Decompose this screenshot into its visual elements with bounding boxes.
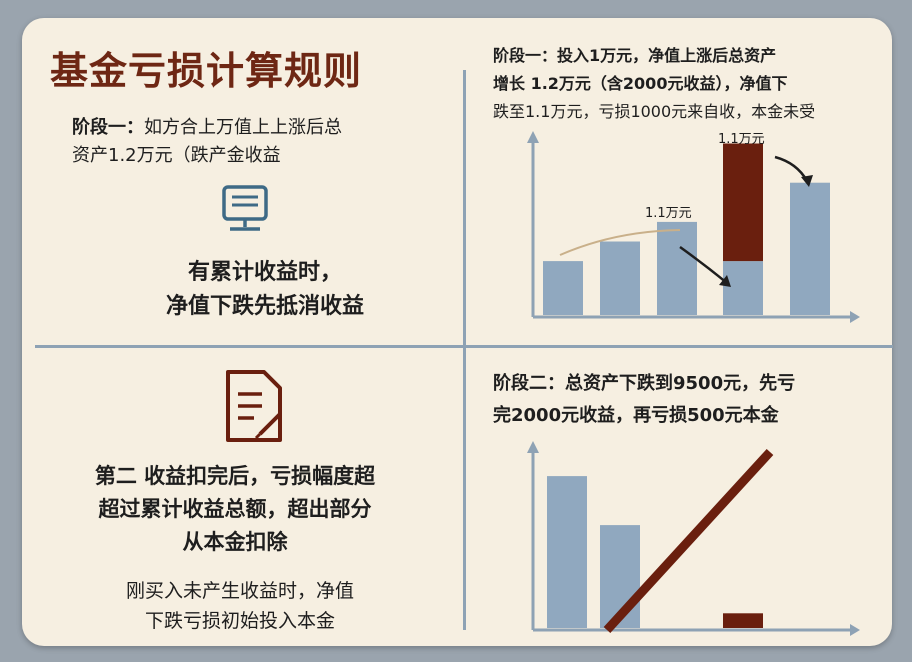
monitor-icon	[222, 185, 268, 231]
annotation-1: 1.1万元	[645, 206, 692, 221]
right-top-line-2: 增长 1.2万元（含2000元收益），净值下	[493, 74, 788, 93]
right-top-line-1: 阶段一：投入1万元，净值上涨后总资产	[493, 46, 777, 65]
left-bottom-note: 刚买入未产生收益时，净值 下跌亏损初始投入本金	[60, 576, 420, 636]
diagonal-loss-line	[603, 448, 774, 634]
right-top-text: 阶段一：投入1万元，净值上涨后总资产 增长 1.2万元（含2000元收益），净值…	[493, 42, 815, 126]
left-bottom-rule-3: 从本金扣除	[182, 530, 288, 554]
bar-4-stack	[723, 143, 763, 262]
left-stage-text-1: 如方合上万值上上涨后总	[144, 117, 342, 138]
left-bottom-note-1: 刚买入未产生收益时，净值	[125, 580, 354, 602]
left-stage-text: 阶段一：如方合上万值上上涨后总 资产1.2万元（跌产金收益	[72, 114, 342, 170]
left-top-rule: 有累计收益时， 净值下跌先抵消收益	[95, 256, 435, 324]
left-stage-text-2: 资产1.2万元（跌产金收益	[72, 145, 281, 166]
left-bottom-note-2: 下跌亏损初始投入本金	[144, 610, 335, 632]
bar-1	[547, 476, 587, 628]
left-top-rule-1: 有累计收益时，	[187, 260, 342, 285]
bar-1	[543, 261, 583, 315]
document-icon	[226, 370, 282, 442]
left-top-rule-2: 净值下跌先抵消收益	[165, 294, 364, 319]
y-axis-arrow	[527, 131, 539, 143]
x-axis-arrow	[850, 624, 860, 636]
x-axis-arrow	[850, 311, 860, 323]
left-bottom-rule-2: 超过累计收益总额，超出部分	[98, 497, 372, 521]
y-axis-arrow	[527, 441, 539, 453]
left-stage-label: 阶段一：	[72, 117, 144, 138]
right-arrow-head	[801, 175, 813, 187]
left-bottom-rule-1: 第二 收益扣完后，亏损幅度超	[94, 464, 376, 488]
annotation-2: 1.1万元	[718, 132, 765, 147]
stage-two-chart	[527, 441, 860, 636]
infographic-card	[22, 18, 892, 646]
stage-one-chart: 1.1万元 1.1万元	[527, 131, 860, 323]
bar-5	[790, 182, 830, 315]
bar-3	[657, 221, 697, 315]
vertical-divider	[463, 70, 466, 630]
right-bottom-line-2: 完2000元收益，再亏损500元本金	[493, 405, 779, 426]
right-top-line-3: 跌至1.1万元，亏损1000元来自收，本金未受	[493, 102, 816, 121]
right-bottom-text: 阶段二：总资产下跌到9500元，先亏 完2000元收益，再亏损500元本金	[493, 368, 795, 432]
page-title: 基金亏损计算规则	[50, 49, 363, 93]
trend-curve	[559, 229, 681, 256]
bar-4	[723, 261, 763, 315]
left-bottom-rule: 第二 收益扣完后，亏损幅度超 超过累计收益总额，超出部分 从本金扣除	[40, 460, 430, 559]
bar-2	[600, 241, 640, 315]
down-arrow-head	[719, 275, 731, 287]
right-bottom-line-1: 阶段二：总资产下跌到9500元，先亏	[493, 373, 796, 394]
bar-3	[723, 613, 763, 628]
